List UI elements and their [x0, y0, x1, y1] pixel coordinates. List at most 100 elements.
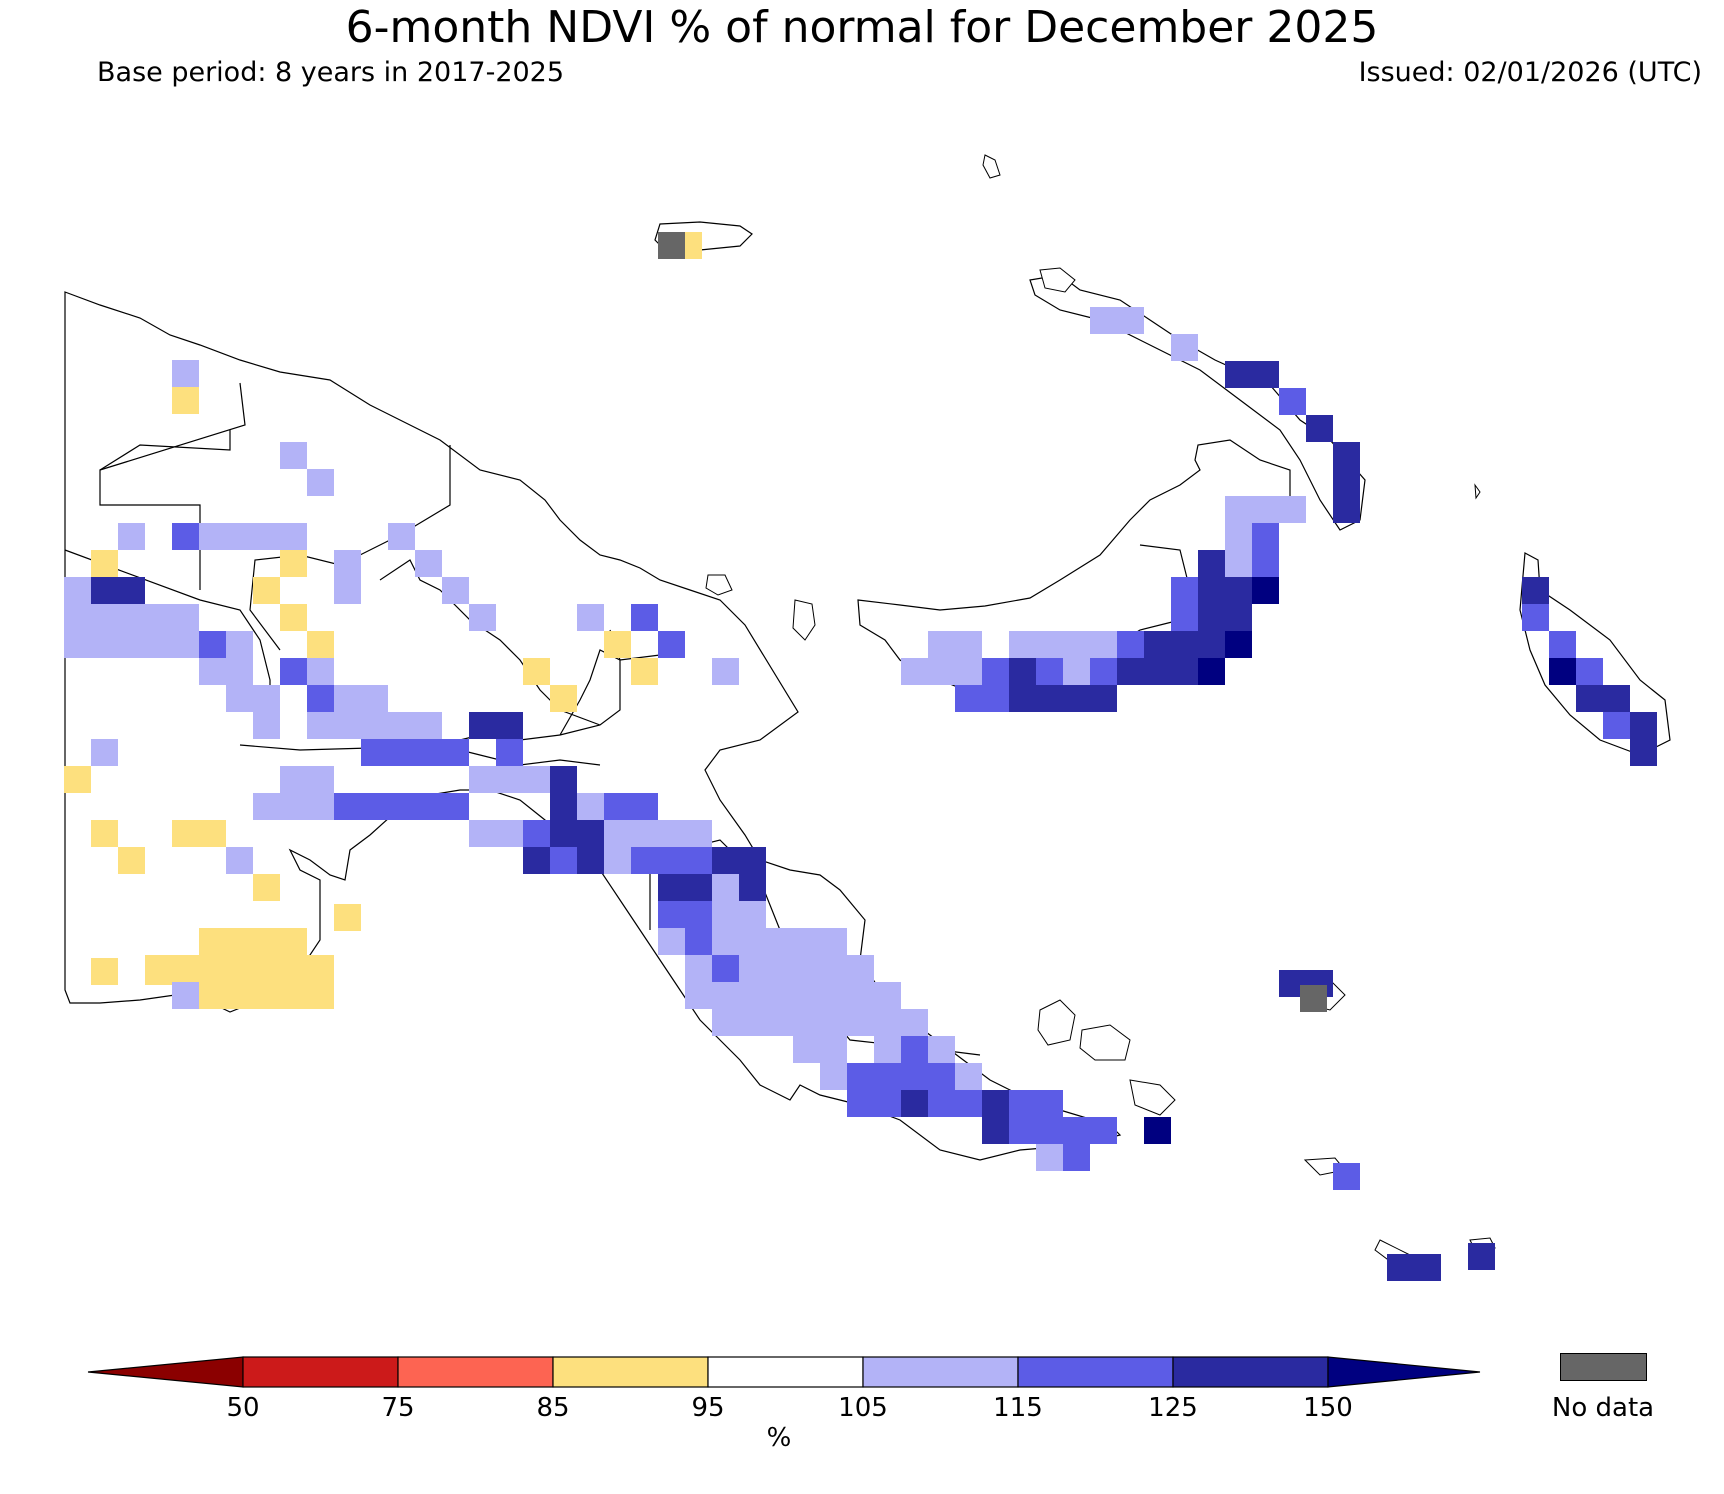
ndvi-cell — [280, 793, 307, 820]
ndvi-cell — [1144, 1117, 1171, 1144]
ndvi-cell — [712, 658, 739, 685]
ndvi-cell — [1279, 388, 1306, 415]
colorbar-tick-95: 95 — [691, 1393, 725, 1423]
ndvi-cell — [739, 955, 766, 982]
ndvi-cell — [685, 820, 712, 847]
ndvi-cell — [1090, 685, 1117, 712]
ndvi-cell — [739, 847, 766, 874]
ndvi-cell — [631, 793, 658, 820]
ndvi-cell — [415, 739, 442, 766]
ndvi-cell — [982, 658, 1009, 685]
ndvi-cell — [739, 1009, 766, 1036]
ndvi-cell — [1117, 658, 1144, 685]
ndvi-cell — [523, 766, 550, 793]
colorbar-tick-85: 85 — [536, 1393, 570, 1423]
ndvi-cell — [280, 658, 307, 685]
ndvi-cell — [172, 955, 199, 982]
ndvi-cell — [523, 820, 550, 847]
ndvi-cell — [253, 577, 280, 604]
ndvi-cell — [820, 982, 847, 1009]
ndvi-cell — [685, 874, 712, 901]
ndvi-cell — [874, 982, 901, 1009]
ndvi-cell — [1225, 523, 1252, 550]
ndvi-cell — [874, 1036, 901, 1063]
ndvi-cell — [1198, 658, 1225, 685]
mainland-outline — [64, 291, 1122, 1161]
ndvi-cell — [334, 712, 361, 739]
ndvi-cell — [388, 739, 415, 766]
ndvi-cell — [712, 982, 739, 1009]
ndvi-cell — [496, 766, 523, 793]
ndvi-cell — [307, 766, 334, 793]
base-period-label: Base period: 8 years in 2017-2025 — [97, 57, 565, 88]
ndvi-cell — [118, 604, 145, 631]
ndvi-cell — [901, 1009, 928, 1036]
ndvi-cell — [928, 1090, 955, 1117]
ndvi-cell — [1549, 631, 1576, 658]
ndvi-cell — [226, 523, 253, 550]
ndvi-cell — [1630, 739, 1657, 766]
ndvi-cell — [118, 631, 145, 658]
ndvi-cell — [766, 928, 793, 955]
ndvi-cell — [64, 604, 91, 631]
ndvi-cell — [874, 1063, 901, 1090]
ndvi-cell — [901, 1090, 928, 1117]
ndvi-cell — [199, 955, 226, 982]
ndvi-cell — [496, 712, 523, 739]
ndvi-cell — [1117, 307, 1144, 334]
ndvi-cell — [793, 982, 820, 1009]
goodenough-island-outline — [1079, 1024, 1131, 1061]
ndvi-cell — [91, 820, 118, 847]
ndvi-cell — [307, 712, 334, 739]
ndvi-cell — [307, 469, 334, 496]
ndvi-cell — [550, 685, 577, 712]
ndvi-cell — [658, 847, 685, 874]
ndvi-cell — [820, 1063, 847, 1090]
ndvi-cell — [469, 712, 496, 739]
ndvi-cell — [847, 1090, 874, 1117]
map-title: 6-month NDVI % of normal for December 20… — [345, 2, 1379, 53]
ndvi-cell — [955, 631, 982, 658]
ndvi-cell — [901, 1036, 928, 1063]
ndvi-cell — [199, 523, 226, 550]
ndvi-cell — [982, 685, 1009, 712]
ndvi-cell — [658, 874, 685, 901]
ndvi-cell — [91, 958, 118, 985]
ndvi-cell — [253, 928, 280, 955]
ndvi-cell — [1225, 631, 1252, 658]
normanby-island-outline — [1129, 1079, 1176, 1116]
ndvi-cell — [172, 604, 199, 631]
ndvi-cell — [280, 523, 307, 550]
ndvi-cell — [1225, 550, 1252, 577]
ndvi-cell — [658, 820, 685, 847]
ndvi-cell — [226, 847, 253, 874]
colorbar-tick-150: 150 — [1303, 1393, 1353, 1423]
ndvi-cell — [766, 1009, 793, 1036]
ndvi-cell — [739, 928, 766, 955]
ndvi-cell — [1144, 658, 1171, 685]
ndvi-cell — [1225, 496, 1252, 523]
ndvi-cell — [820, 955, 847, 982]
ndvi-cell — [361, 712, 388, 739]
ndvi-cell — [955, 1090, 982, 1117]
ndvi-cell — [91, 550, 118, 577]
colorbar-max-extension — [1327, 1356, 1481, 1388]
ndvi-cell — [1468, 1243, 1495, 1270]
ndvi-cell — [253, 982, 280, 1009]
ndvi-cell — [64, 766, 91, 793]
ndvi-cell — [172, 631, 199, 658]
ndvi-cell — [1009, 685, 1036, 712]
ndvi-cell — [1333, 442, 1360, 469]
ndvi-cell — [253, 874, 280, 901]
ndvi-cell — [685, 901, 712, 928]
ndvi-cell — [1387, 1254, 1414, 1281]
ndvi-cell — [1009, 631, 1036, 658]
ndvi-cell — [1414, 1254, 1441, 1281]
ndvi-cell — [1252, 577, 1279, 604]
ndvi-cell — [1036, 685, 1063, 712]
ndvi-cells — [64, 232, 1657, 1281]
ndvi-cell — [1090, 307, 1117, 334]
ndvi-cell — [1171, 631, 1198, 658]
ndvi-cell — [739, 982, 766, 1009]
ndvi-cell — [793, 928, 820, 955]
